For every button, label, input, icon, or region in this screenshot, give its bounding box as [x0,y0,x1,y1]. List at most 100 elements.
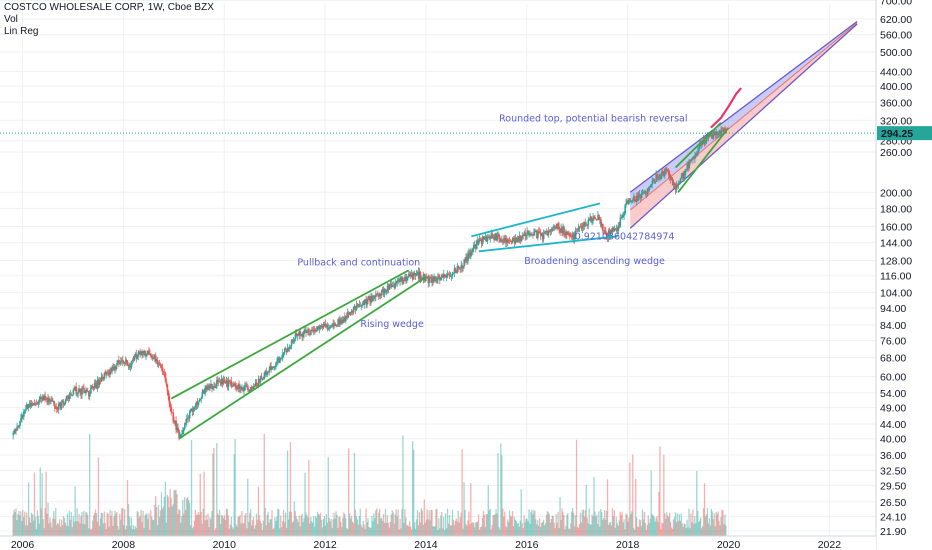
candle-body [301,333,304,337]
regression-lower-line [629,23,858,229]
candle-body [36,403,39,405]
volume-bar [315,515,317,536]
candle-body [263,372,266,379]
candle-body [288,347,291,349]
candle-body [720,130,722,135]
candle-body [75,386,78,395]
candle-body [413,273,416,274]
volume-bar [596,514,598,536]
candle-body [663,173,665,176]
candle-body [260,376,263,379]
candle-body [696,153,698,155]
candle-body [343,316,345,323]
candle-body [586,224,589,226]
volume-bar [240,523,242,536]
candle-body [336,325,338,327]
volume-bar [598,511,600,536]
volume-bar [76,508,78,536]
volume-bar [16,520,18,536]
candle-body [259,376,262,383]
volume-bar [202,508,204,536]
candle-body [219,381,221,383]
y-tick-label: 180.00 [880,203,912,215]
volume-bar [407,524,409,536]
candle-body [152,358,154,359]
candle-body [685,168,688,170]
candle-body [386,285,389,291]
candle-body [593,216,595,218]
candle-body [573,235,576,240]
volume-bar [397,509,399,536]
last-price-value: 294.25 [881,128,913,140]
candle-body [608,230,611,236]
volume-bar [27,482,30,536]
volume-bar [201,523,203,536]
volume-bar [172,504,174,536]
candle-body [592,216,594,221]
volume-bar [24,511,26,536]
candle-body [116,363,118,366]
volume-bar [538,525,540,536]
volume-bar [207,513,209,536]
candle-body [69,394,72,396]
candle-body [613,228,616,231]
volume-bar [294,511,296,536]
volume-bar [405,517,407,536]
candle-body [640,193,643,199]
candle-body [326,324,329,330]
volume-bar [371,515,373,536]
volume-bar [451,509,454,536]
candle-body [262,378,265,380]
volume-bar [308,459,310,536]
candle-body [623,213,626,216]
candle-body [590,216,593,222]
volume-bar [324,525,327,536]
candle-body [363,300,366,306]
candle-body [475,244,477,249]
candle-body [311,329,313,331]
candle-body [139,351,142,355]
candle-body [534,230,536,233]
candle-body [64,399,67,404]
volume-bar [582,509,584,536]
volume-bar [412,449,415,536]
volume-bar [379,508,381,536]
volume-bar [159,510,162,536]
candle-body [484,235,487,238]
candle-body [539,231,541,233]
volume-indicator-label[interactable]: Vol [4,14,18,25]
candle-body [107,372,110,373]
candle-body [309,334,311,335]
volume-bar [325,514,327,536]
candle-body [122,362,125,364]
volume-bar [458,522,460,536]
y-tick-label: 360.00 [880,97,912,109]
volume-bar [26,525,29,536]
linreg-indicator-label[interactable]: Lin Reg [4,26,39,37]
candle-body [567,232,569,235]
volume-bar [235,524,237,536]
volume-bar [439,528,441,536]
candle-body [345,316,347,322]
candle-body [303,331,305,335]
volume-bar [233,454,235,536]
candle-body [104,373,107,375]
volume-bar [165,522,167,536]
volume-bar [311,521,313,536]
candle-body [540,234,543,236]
candle-body [106,372,109,373]
candle-body [109,370,112,375]
volume-bar [690,513,692,536]
candle-body [373,295,375,299]
volume-bar [700,528,703,536]
volume-bar [122,508,124,536]
x-tick-label: 2018 [616,539,640,550]
candle-body [646,188,649,195]
candle-body [261,378,264,380]
candle-body [258,379,261,383]
volume-bar [624,529,626,536]
candle-body [474,244,476,246]
candle-body [205,385,208,388]
volume-bar [239,515,241,536]
